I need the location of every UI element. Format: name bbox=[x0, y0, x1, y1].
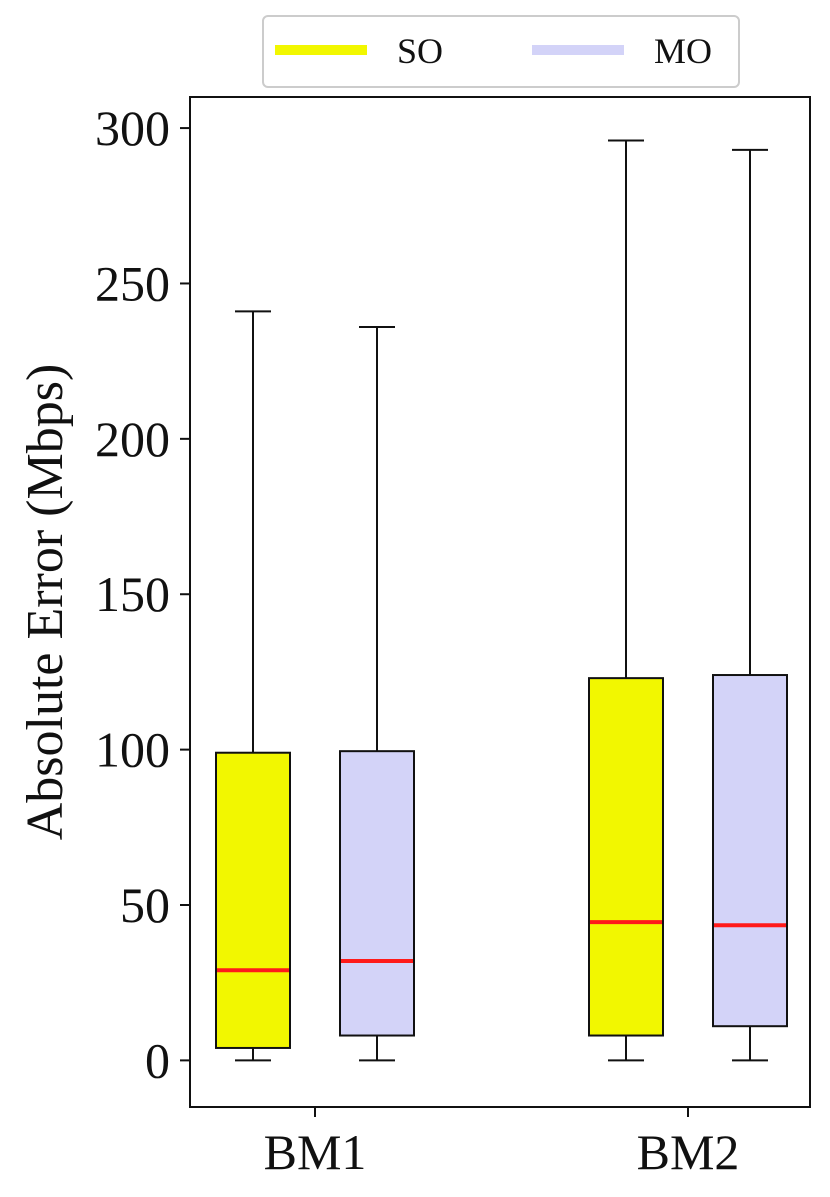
y-tick-label: 50 bbox=[120, 877, 170, 933]
box-mo-bm1 bbox=[339, 325, 415, 1062]
y-axis-label: Absolute Error (Mbps) bbox=[17, 364, 74, 841]
box-iqr bbox=[215, 751, 291, 1049]
box-iqr bbox=[712, 674, 788, 1028]
legend-frame bbox=[262, 15, 740, 88]
x-tick-label: BM1 bbox=[264, 1124, 367, 1180]
plot-area bbox=[189, 96, 811, 1108]
y-tick-label: 200 bbox=[95, 411, 170, 467]
box-iqr bbox=[588, 677, 664, 1037]
y-tick-label: 300 bbox=[95, 100, 170, 156]
legend-label-mo: MO bbox=[654, 31, 712, 71]
x-tick-label: BM2 bbox=[637, 1124, 740, 1180]
box-so-bm1 bbox=[215, 310, 291, 1062]
plot-frame bbox=[189, 96, 811, 1108]
y-tick-label: 100 bbox=[95, 722, 170, 778]
legend: SO MO bbox=[262, 15, 740, 88]
box-mo-bm2 bbox=[712, 148, 788, 1062]
y-axis: 0 50 100 150 200 250 300 bbox=[95, 100, 190, 1088]
y-tick-label: 150 bbox=[95, 566, 170, 622]
y-tick-label: 250 bbox=[95, 255, 170, 311]
y-tick-label: 0 bbox=[145, 1032, 170, 1088]
box-so-bm2 bbox=[588, 139, 664, 1062]
legend-label-so: SO bbox=[397, 31, 443, 71]
box-iqr bbox=[339, 750, 415, 1037]
x-axis: BM1 BM2 bbox=[264, 1107, 740, 1180]
